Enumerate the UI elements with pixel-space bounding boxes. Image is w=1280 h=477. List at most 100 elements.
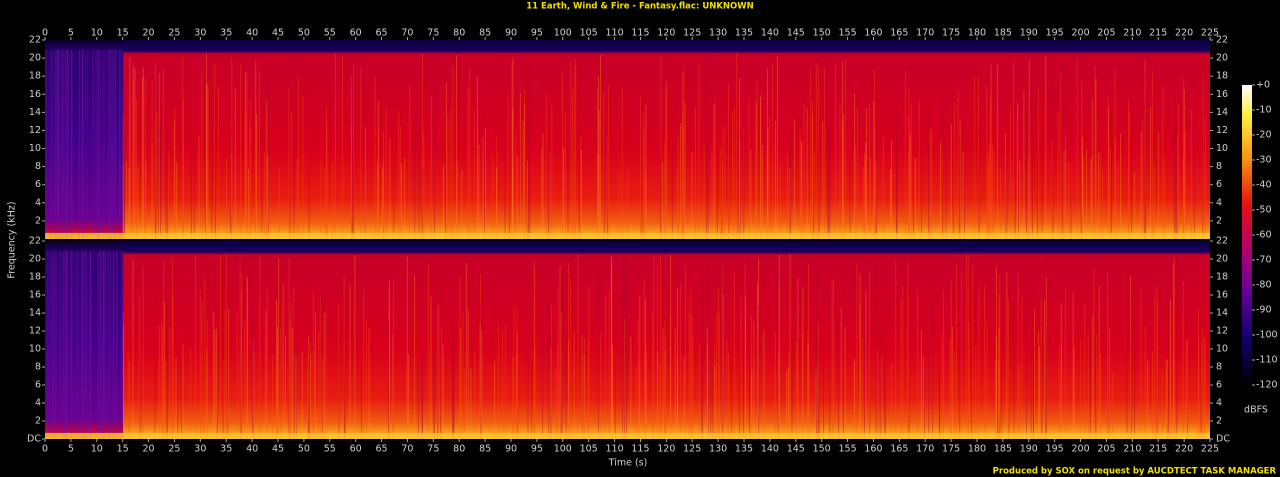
x-axis-label: Time (s) xyxy=(608,458,648,469)
x-tick-label: 10 xyxy=(91,28,103,39)
x-tick-label: 145 xyxy=(787,28,805,39)
x-tick-label: 155 xyxy=(838,444,856,455)
x-tick-label: 35 xyxy=(220,28,232,39)
y-tick-label: 18 xyxy=(29,272,41,283)
x-tick-label: 50 xyxy=(298,444,310,455)
y-tick-label: 12 xyxy=(29,326,41,337)
x-tick-label: 40 xyxy=(246,444,258,455)
x-tick-label: 85 xyxy=(479,444,491,455)
x-tick-label: 225 xyxy=(1201,444,1219,455)
x-tick-label: 75 xyxy=(427,444,439,455)
x-tick-label: 185 xyxy=(994,444,1012,455)
colorbar-tick-label: -50 xyxy=(1256,205,1272,216)
x-tick-label: 220 xyxy=(1175,28,1193,39)
colorbar-tick-label: -80 xyxy=(1256,280,1272,291)
colorbar-tick-label: -100 xyxy=(1256,330,1278,341)
x-tick-label: 120 xyxy=(657,444,675,455)
y-tick-label: 20 xyxy=(29,254,41,265)
y-tick-label: 2 xyxy=(1216,215,1222,226)
y-tick-label: 8 xyxy=(1216,362,1222,373)
x-tick-label: 100 xyxy=(554,444,572,455)
y-tick-label: 18 xyxy=(1216,272,1228,283)
y-tick-label: 12 xyxy=(1216,125,1228,136)
x-tick-label: 150 xyxy=(813,444,831,455)
x-tick-label: 115 xyxy=(631,28,649,39)
x-tick-label: 65 xyxy=(376,444,388,455)
y-tick-label: 12 xyxy=(29,125,41,136)
y-tick-label: 2 xyxy=(35,215,41,226)
y-tick-label: 4 xyxy=(1216,398,1222,409)
y-tick-label: 6 xyxy=(35,179,41,190)
x-tick-label: 90 xyxy=(505,28,517,39)
x-tick-label: 210 xyxy=(1123,28,1141,39)
x-tick-label: 185 xyxy=(994,28,1012,39)
y-tick-label: 20 xyxy=(29,53,41,64)
colorbar-tick-label: -120 xyxy=(1256,380,1278,391)
x-tick-label: 215 xyxy=(1149,28,1167,39)
y-tick-label: 4 xyxy=(35,398,41,409)
colorbar-tick-label: -40 xyxy=(1256,180,1272,191)
y-tick-label: 4 xyxy=(35,197,41,208)
x-tick-label: 0 xyxy=(42,28,48,39)
x-tick-label: 205 xyxy=(1097,444,1115,455)
y-tick-label: 8 xyxy=(1216,161,1222,172)
x-tick-label: 110 xyxy=(605,28,623,39)
x-tick-label: 200 xyxy=(1071,444,1089,455)
x-tick-label: 15 xyxy=(117,444,129,455)
y-tick-label: 8 xyxy=(35,161,41,172)
bass-band xyxy=(45,233,1210,239)
y-tick-label: DC xyxy=(27,434,41,445)
y-tick-label: 20 xyxy=(1216,53,1228,64)
y-tick-label: 16 xyxy=(29,290,41,301)
x-tick-label: 125 xyxy=(683,444,701,455)
y-tick-label: 2 xyxy=(35,416,41,427)
y-tick-label: 4 xyxy=(1216,197,1222,208)
x-tick-label: 170 xyxy=(916,444,934,455)
y-tick-label: 22 xyxy=(29,236,41,247)
y-tick-label: 14 xyxy=(1216,308,1228,319)
x-tick-label: 65 xyxy=(376,28,388,39)
y-tick-label: 14 xyxy=(29,308,41,319)
x-tick-label: 55 xyxy=(324,444,336,455)
x-tick-label: 190 xyxy=(1020,444,1038,455)
x-tick-label: 80 xyxy=(453,28,465,39)
colorbar-tick-label: -90 xyxy=(1256,305,1272,316)
x-tick-label: 190 xyxy=(1020,28,1038,39)
y-tick-label: 20 xyxy=(1216,254,1228,265)
colorbar-label: dBFS xyxy=(1244,405,1268,416)
y-tick-label: 18 xyxy=(29,71,41,82)
x-tick-label: 105 xyxy=(580,28,598,39)
x-tick-label: 25 xyxy=(168,444,180,455)
x-tick-label: 180 xyxy=(968,444,986,455)
y-tick-label: 14 xyxy=(1216,107,1228,118)
y-tick-label: 10 xyxy=(29,344,41,355)
y-tick-label: 12 xyxy=(1216,326,1228,337)
chart-title: 11 Earth, Wind & Fire - Fantasy.flac: UN… xyxy=(526,2,754,12)
x-tick-label: 115 xyxy=(631,444,649,455)
x-tick-label: 80 xyxy=(453,444,465,455)
x-tick-label: 85 xyxy=(479,28,491,39)
x-tick-label: 100 xyxy=(554,28,572,39)
x-tick-label: 0 xyxy=(42,444,48,455)
x-tick-label: 160 xyxy=(864,444,882,455)
y-tick-label: 16 xyxy=(1216,290,1228,301)
x-tick-label: 130 xyxy=(709,28,727,39)
bass-band xyxy=(45,433,1210,439)
x-tick-label: 135 xyxy=(735,28,753,39)
x-tick-label: 15 xyxy=(117,28,129,39)
x-tick-label: 200 xyxy=(1071,28,1089,39)
y-tick-label: 22 xyxy=(1216,35,1228,46)
x-tick-label: 225 xyxy=(1201,28,1219,39)
x-tick-label: 155 xyxy=(838,28,856,39)
x-tick-label: 205 xyxy=(1097,28,1115,39)
x-tick-label: 90 xyxy=(505,444,517,455)
x-tick-label: 45 xyxy=(272,444,284,455)
colorbar-tick-label: -10 xyxy=(1256,105,1272,116)
colorbar xyxy=(1242,85,1252,385)
y-tick-label: 14 xyxy=(29,107,41,118)
x-tick-label: 10 xyxy=(91,444,103,455)
footer: Produced by SOX on request by AUCDTECT T… xyxy=(993,467,1277,477)
y-tick-label: 8 xyxy=(35,362,41,373)
x-tick-label: 215 xyxy=(1149,444,1167,455)
